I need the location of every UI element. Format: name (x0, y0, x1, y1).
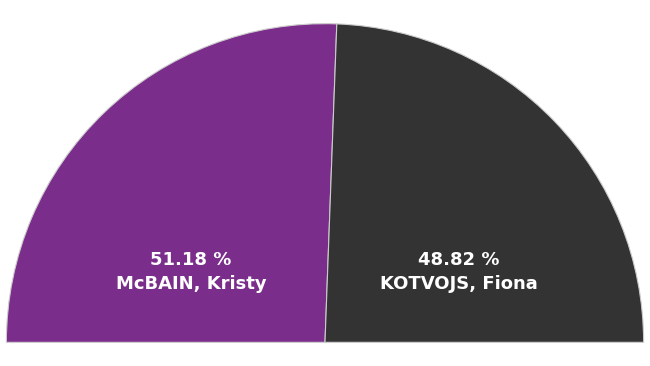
Wedge shape (6, 24, 337, 342)
Wedge shape (325, 24, 644, 342)
Text: 51.18 %
McBAIN, Kristy: 51.18 % McBAIN, Kristy (116, 251, 266, 293)
Text: 48.82 %
KOTVOJS, Fiona: 48.82 % KOTVOJS, Fiona (380, 251, 538, 293)
